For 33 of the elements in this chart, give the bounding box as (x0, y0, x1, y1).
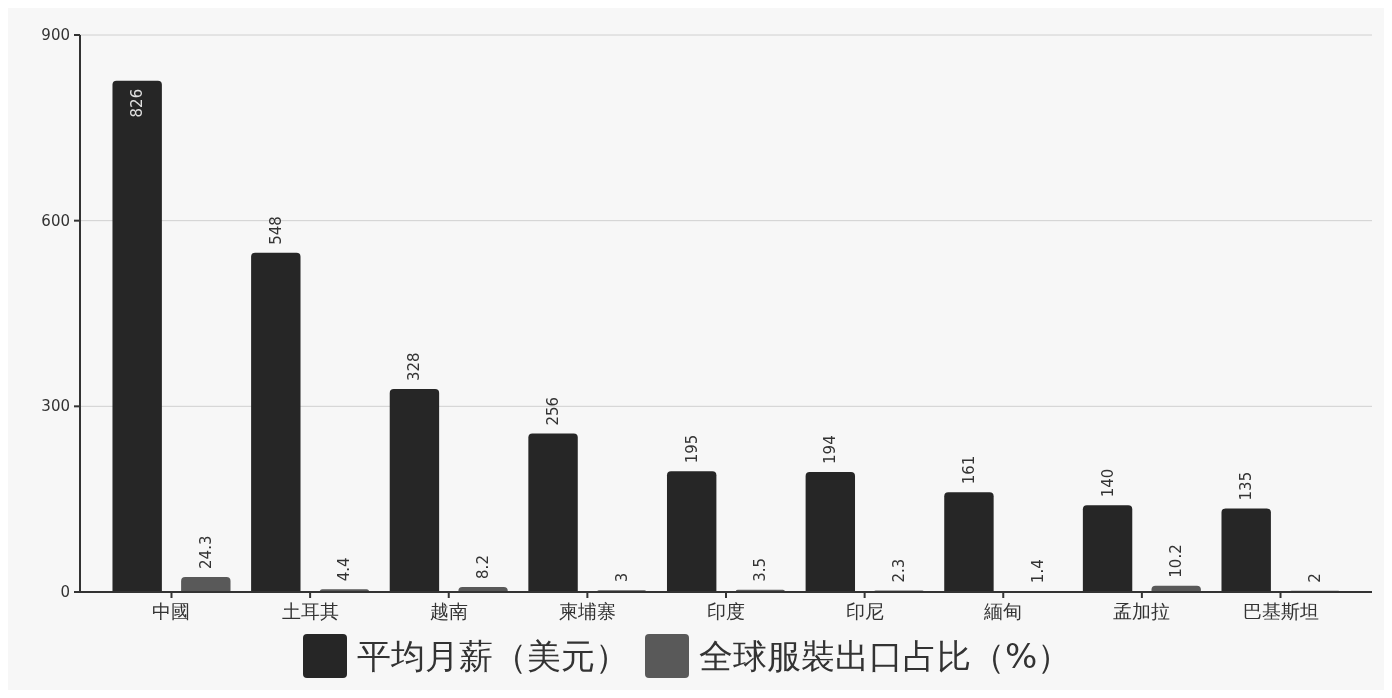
data-label: 2 (1305, 573, 1324, 583)
data-label: 328 (405, 352, 424, 381)
y-tick-label: 300 (41, 397, 70, 416)
data-label: 256 (544, 396, 563, 426)
data-label: 140 (1098, 468, 1117, 498)
data-label: 3.5 (751, 557, 770, 582)
x-tick-label: 孟加拉 (1113, 600, 1171, 622)
x-tick-label: 土耳其 (281, 600, 339, 622)
data-label: 3 (612, 572, 631, 583)
data-label: 135 (1237, 471, 1256, 501)
x-tick-label: 巴基斯坦 (1242, 600, 1319, 622)
x-tick-label: 緬甸 (983, 600, 1023, 622)
data-label: 10.2 (1167, 544, 1186, 578)
x-tick-label: 中國 (152, 600, 191, 622)
data-label: 1.4 (1028, 559, 1047, 584)
x-tick-label: 印度 (707, 600, 745, 622)
x-tick-label: 柬埔寨 (558, 600, 616, 622)
data-label: 195 (682, 434, 701, 464)
data-label: 826 (128, 88, 147, 118)
data-label: 194 (821, 435, 840, 464)
y-tick-label: 0 (60, 583, 70, 601)
data-label: 4.4 (335, 557, 354, 582)
data-label: 24.3 (196, 535, 215, 569)
data-label: 161 (959, 455, 978, 485)
x-tick-label: 印尼 (845, 600, 884, 622)
data-label: 2.3 (889, 558, 908, 583)
legend-label: 全球服裝出口占比（%） (699, 636, 1072, 676)
y-tick-label: 900 (41, 26, 70, 44)
data-label: 8.2 (474, 555, 493, 579)
data-label: 548 (266, 216, 285, 245)
y-tick-label: 600 (41, 211, 70, 230)
x-tick-label: 越南 (429, 600, 468, 622)
legend-label: 平均月薪（美元） (357, 636, 629, 676)
